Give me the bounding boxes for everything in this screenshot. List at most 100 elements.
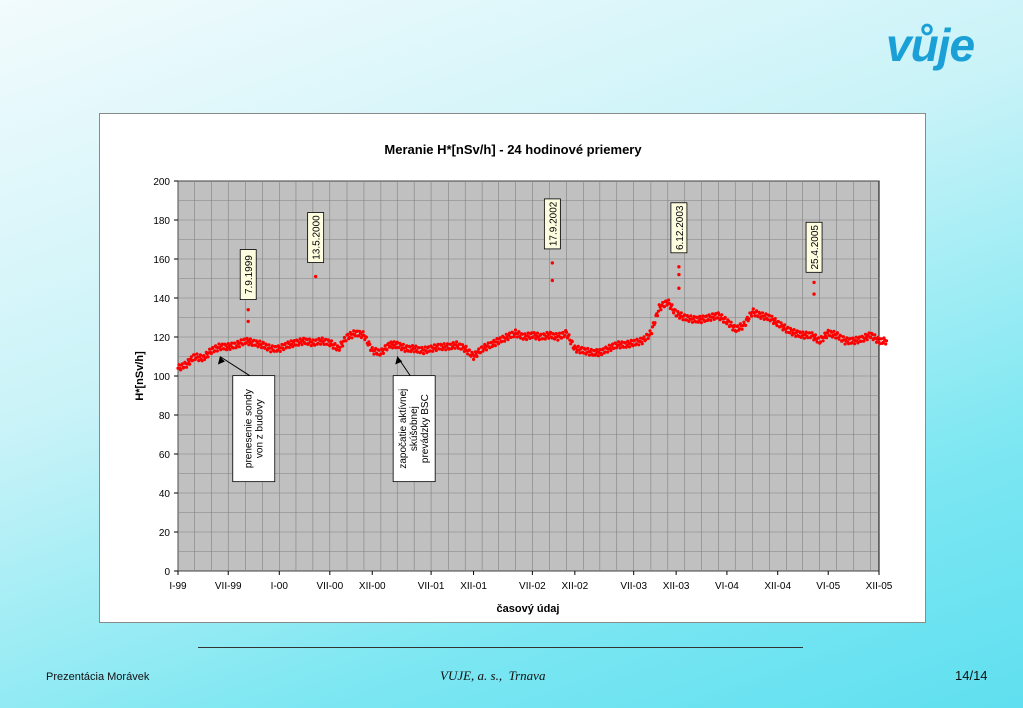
data-point [431, 349, 435, 353]
data-point [338, 345, 342, 349]
y-tick-label: 120 [153, 333, 170, 344]
data-point [355, 329, 359, 333]
data-point [659, 308, 663, 312]
data-point [185, 365, 189, 369]
data-point [884, 342, 888, 346]
data-point [375, 352, 379, 356]
x-tick-label: XII-03 [663, 581, 690, 592]
data-point [766, 318, 770, 322]
data-point [806, 336, 810, 340]
data-point [848, 337, 852, 341]
data-point [489, 340, 494, 344]
data-point [379, 352, 383, 356]
data-point [353, 334, 357, 338]
data-point [596, 354, 600, 358]
data-point [576, 344, 580, 348]
y-tick-label: 160 [153, 255, 170, 266]
y-tick-label: 80 [159, 411, 171, 422]
data-point [534, 337, 538, 341]
data-point [289, 339, 293, 343]
data-point [701, 314, 705, 318]
data-point [856, 341, 860, 345]
date-annotation-label: 13.5.2000 [312, 215, 323, 260]
data-point [342, 335, 346, 340]
data-point [847, 342, 851, 346]
data-point [550, 261, 555, 265]
date-annotation-label: 17.9.2002 [548, 201, 559, 246]
data-point [250, 343, 254, 347]
data-point [859, 339, 863, 343]
data-point [500, 339, 504, 343]
data-point [653, 321, 657, 325]
data-point [699, 321, 704, 325]
data-point [626, 339, 630, 343]
data-point [583, 347, 587, 351]
callout-box [232, 375, 276, 483]
data-point [878, 342, 882, 346]
data-point [246, 319, 250, 324]
data-point [770, 314, 774, 318]
data-point [736, 324, 740, 328]
x-tick-label: XII-01 [460, 581, 487, 592]
data-point [235, 344, 239, 348]
data-point [789, 328, 794, 332]
data-point [314, 338, 318, 342]
data-point [792, 328, 796, 332]
data-point [710, 312, 715, 316]
data-point [311, 338, 315, 342]
data-point [742, 320, 746, 324]
footer-divider [198, 647, 803, 648]
x-tick-label: XII-02 [562, 581, 589, 592]
data-point [285, 345, 289, 349]
data-point [416, 350, 420, 354]
data-point [552, 332, 556, 336]
data-point [569, 342, 573, 346]
vuje-logo: vůje [886, 19, 975, 71]
data-point [189, 355, 193, 359]
data-point [261, 340, 265, 344]
data-point [603, 350, 607, 354]
data-point [771, 321, 776, 326]
data-point [570, 339, 574, 344]
data-point [467, 348, 471, 352]
data-point [648, 329, 652, 333]
data-point [681, 318, 685, 322]
data-point [777, 320, 781, 324]
data-point [498, 336, 502, 340]
data-point [361, 330, 365, 334]
data-point [432, 343, 437, 347]
data-point [274, 345, 278, 349]
data-point [578, 351, 582, 355]
data-point [344, 339, 348, 343]
data-point [296, 343, 301, 347]
data-point [683, 313, 687, 317]
data-point [495, 337, 499, 341]
data-point [436, 342, 440, 346]
data-point [313, 343, 317, 347]
data-point [425, 350, 429, 355]
data-point [247, 343, 251, 347]
data-point [477, 347, 481, 351]
data-point [287, 345, 292, 350]
data-point [606, 350, 610, 354]
chart-title: Meranie H*[nSv/h] - 24 hodinové priemery [384, 142, 642, 157]
callout-text: prevádzky BSC [420, 394, 431, 463]
data-point [715, 316, 720, 320]
data-point [692, 315, 696, 319]
data-point [484, 348, 489, 352]
data-point [601, 347, 605, 351]
page-number: 14/14 [955, 668, 988, 683]
data-point [677, 286, 681, 290]
data-point [280, 342, 284, 347]
data-point [403, 349, 407, 353]
data-point [677, 265, 681, 269]
date-annotation-label: 6.12.2003 [675, 205, 686, 250]
data-point [828, 334, 832, 338]
data-point [677, 272, 681, 277]
data-point [313, 274, 318, 279]
callout-arrowhead [217, 356, 225, 365]
data-point [869, 335, 873, 339]
data-point [215, 349, 219, 353]
footer-company: VUJE, a. s., Trnava [440, 668, 546, 683]
data-point [449, 342, 453, 346]
